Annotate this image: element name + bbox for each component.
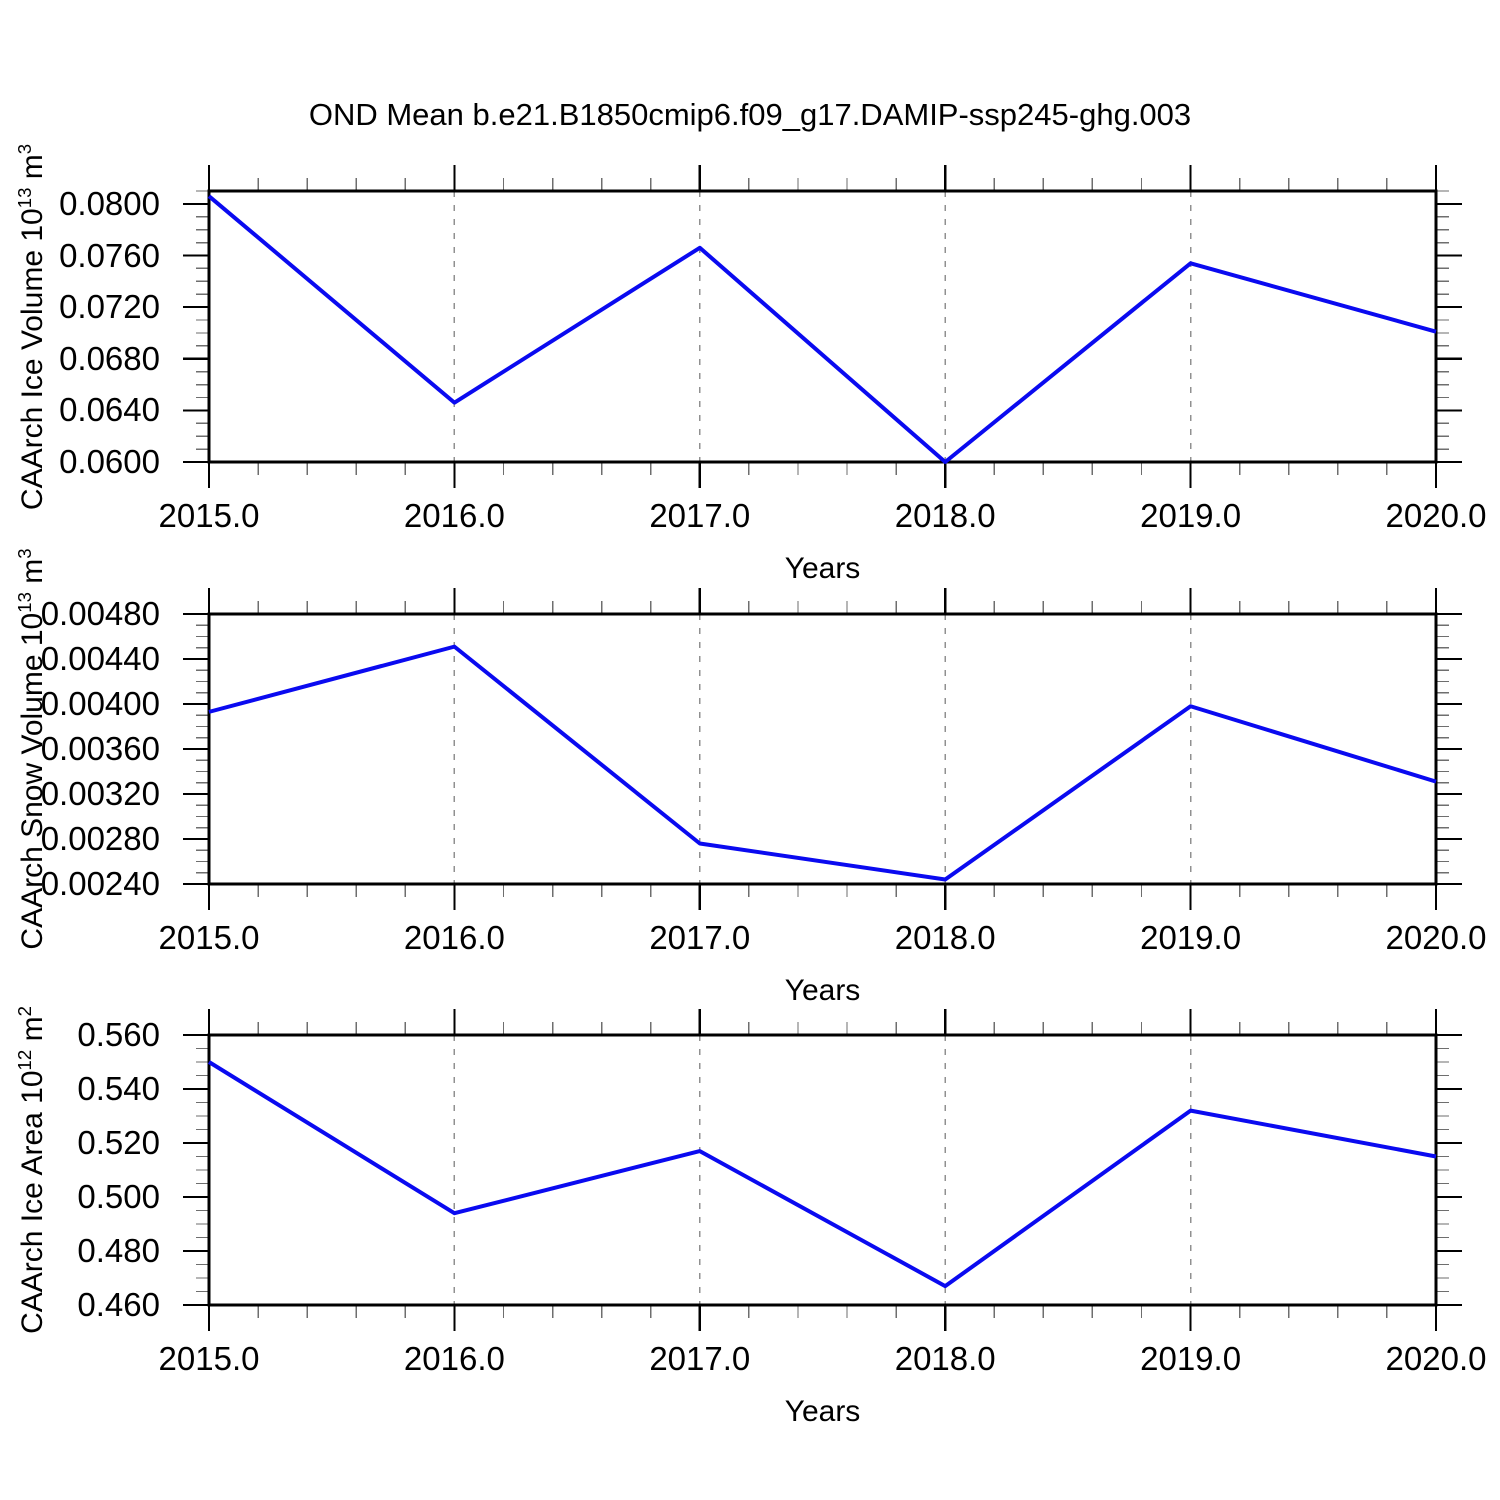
chart-caarch-snow-volume: [183, 588, 1462, 910]
y-tick-label: 0.0800: [59, 184, 160, 222]
x-tick-label: 2018.0: [894, 1340, 996, 1377]
x-tick-label: 2016.0: [403, 919, 505, 956]
x-tick-label: 2015.0: [158, 1340, 260, 1377]
y-tick-label: 0.00360: [40, 730, 160, 767]
y-tick-label: 0.560: [77, 1016, 160, 1053]
data-line: [207, 1060, 1437, 1289]
y-tick-label: 0.00320: [40, 775, 160, 812]
y-tick-label: 0.500: [77, 1178, 160, 1215]
x-tick-label: 2018.0: [894, 497, 996, 534]
chart-caarch-ice-volume: [183, 165, 1462, 488]
plot-frame: [207, 189, 1438, 464]
y-tick-label: 0.0640: [59, 391, 160, 429]
x-axis-title: Years: [784, 552, 861, 585]
x-tick-label: 2019.0: [1140, 919, 1242, 956]
data-line: [207, 194, 1437, 464]
x-tick-label: 2016.0: [403, 497, 505, 534]
y-axis-title: CAArch Ice Area 1012 m2: [14, 1006, 49, 1334]
figure-title: OND Mean b.e21.B1850cmip6.f09_g17.DAMIP-…: [308, 97, 1192, 132]
x-tick-label: 2015.0: [158, 919, 260, 956]
x-tick-label: 2016.0: [403, 1340, 505, 1377]
x-tick-label: 2019.0: [1140, 497, 1242, 534]
x-tick-label: 2017.0: [649, 919, 751, 956]
y-axis-title-wrap: CAArch Ice Area 1012 m2: [4, 1006, 60, 1334]
y-tick-label: 0.0680: [59, 339, 160, 377]
y-axis-title: CAArch Ice Volume 1013 m3: [14, 143, 49, 510]
x-tick-label: 2017.0: [649, 497, 751, 534]
y-tick-label: 0.00280: [40, 820, 160, 857]
x-axis-title: Years: [784, 1395, 861, 1428]
y-tick-label: 0.460: [77, 1286, 160, 1323]
y-axis-title-wrap: CAArch Ice Volume 1013 m3: [4, 143, 60, 509]
y-tick-label: 0.00480: [40, 595, 160, 632]
y-tick-label: 0.480: [77, 1232, 160, 1269]
x-tick-label: 2020.0: [1385, 919, 1487, 956]
x-tick-label: 2019.0: [1140, 1340, 1242, 1377]
y-tick-label: 0.520: [77, 1124, 160, 1161]
x-tick-label: 2015.0: [158, 497, 260, 534]
x-tick-label: 2020.0: [1385, 1340, 1487, 1377]
data-line: [208, 644, 1437, 882]
plot-frame: [207, 1033, 1438, 1307]
plot-frame: [207, 612, 1438, 886]
y-tick-label: 0.0600: [59, 443, 160, 480]
y-tick-label: 0.00400: [40, 685, 160, 722]
y-tick-label: 0.540: [77, 1070, 160, 1107]
y-tick-label: 0.00240: [40, 865, 160, 902]
x-axis-title: Years: [784, 974, 861, 1007]
chart-caarch-ice-area: [183, 1009, 1462, 1331]
x-tick-label: 2018.0: [894, 919, 996, 956]
y-tick-label: 0.0720: [59, 288, 160, 326]
y-axis-title-wrap: CAArch Snow Volume 1013 m3: [4, 548, 60, 949]
x-tick-label: 2017.0: [649, 1340, 751, 1377]
x-tick-label: 2020.0: [1385, 497, 1487, 534]
y-axis-title: CAArch Snow Volume 1013 m3: [14, 548, 49, 950]
y-tick-label: 0.00440: [40, 640, 160, 677]
y-tick-label: 0.0760: [59, 236, 160, 274]
